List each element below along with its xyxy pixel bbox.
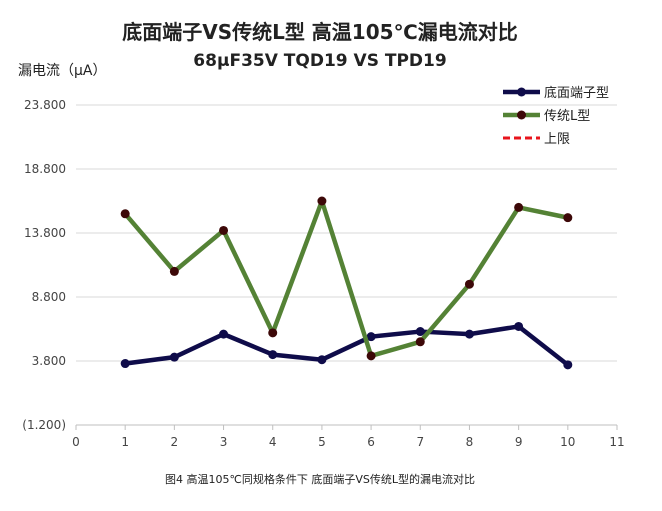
x-tick-label: 9 xyxy=(515,435,523,449)
data-point xyxy=(120,209,130,219)
x-tick-label: 0 xyxy=(72,435,80,449)
series-line xyxy=(122,198,571,359)
y-tick-label: 8.800 xyxy=(32,290,66,304)
data-point xyxy=(120,359,130,369)
series-group xyxy=(120,196,573,370)
legend-label: 底面端子型 xyxy=(544,85,609,101)
data-point xyxy=(366,351,376,361)
x-tick-label: 4 xyxy=(269,435,277,449)
data-point xyxy=(514,321,524,331)
data-point xyxy=(464,329,474,339)
legend-label: 上限 xyxy=(544,132,570,147)
data-point xyxy=(169,352,179,362)
data-point xyxy=(317,355,327,365)
x-tick-label: 5 xyxy=(318,435,326,449)
series-1 xyxy=(120,321,573,370)
data-point xyxy=(219,329,229,339)
x-tick-label: 7 xyxy=(416,435,424,449)
legend-marker xyxy=(517,110,526,120)
y-tick-label: 18.800 xyxy=(24,162,66,176)
data-point xyxy=(317,196,327,206)
y-tick-label: 23.800 xyxy=(24,98,66,112)
figure-caption: 图4 高温105℃同规格条件下 底面端子VS传统L型的漏电流对比 xyxy=(165,472,475,486)
y-tick-label: (1.200) xyxy=(22,418,66,432)
legend-label: 传统L型 xyxy=(544,109,590,124)
legend-item: 传统L型 xyxy=(503,109,590,124)
data-point xyxy=(464,279,474,289)
data-point xyxy=(563,213,573,223)
data-point xyxy=(268,350,278,360)
data-point xyxy=(415,327,425,337)
x-tick-label: 3 xyxy=(220,435,228,449)
data-point xyxy=(268,328,278,338)
data-point xyxy=(514,202,524,212)
grid xyxy=(76,104,617,362)
legend-item: 上限 xyxy=(503,132,570,147)
x-tick-label: 2 xyxy=(171,435,179,449)
data-point xyxy=(219,225,229,235)
chart-title: 底面端子VS传统L型 高温105℃漏电流对比 xyxy=(122,20,518,44)
series-line xyxy=(122,324,571,368)
y-tick-label: 3.800 xyxy=(32,354,66,368)
x-tick-label: 1 xyxy=(121,435,129,449)
legend-marker xyxy=(517,87,526,97)
data-point xyxy=(563,360,573,370)
y-axis-label: 漏电流（μA） xyxy=(18,63,106,79)
y-tick-label: 13.800 xyxy=(24,226,66,240)
x-tick-label: 10 xyxy=(560,435,575,449)
data-point xyxy=(415,337,425,347)
legend-item: 底面端子型 xyxy=(503,85,609,101)
x-tick-label: 8 xyxy=(466,435,474,449)
data-point xyxy=(366,332,376,342)
x-tick-labels: 0 1 2 3 4 5 6 7 8 9 10 11 xyxy=(72,425,625,449)
chart-subtitle: 68μF35V TQD19 VS TPD19 xyxy=(193,51,446,71)
x-tick-label: 6 xyxy=(367,435,375,449)
data-point xyxy=(169,266,179,276)
y-tick-labels: (1.200) 3.800 8.800 13.800 18.800 23.800 xyxy=(22,98,66,432)
series-2 xyxy=(120,196,573,361)
x-tick-label: 11 xyxy=(609,435,624,449)
